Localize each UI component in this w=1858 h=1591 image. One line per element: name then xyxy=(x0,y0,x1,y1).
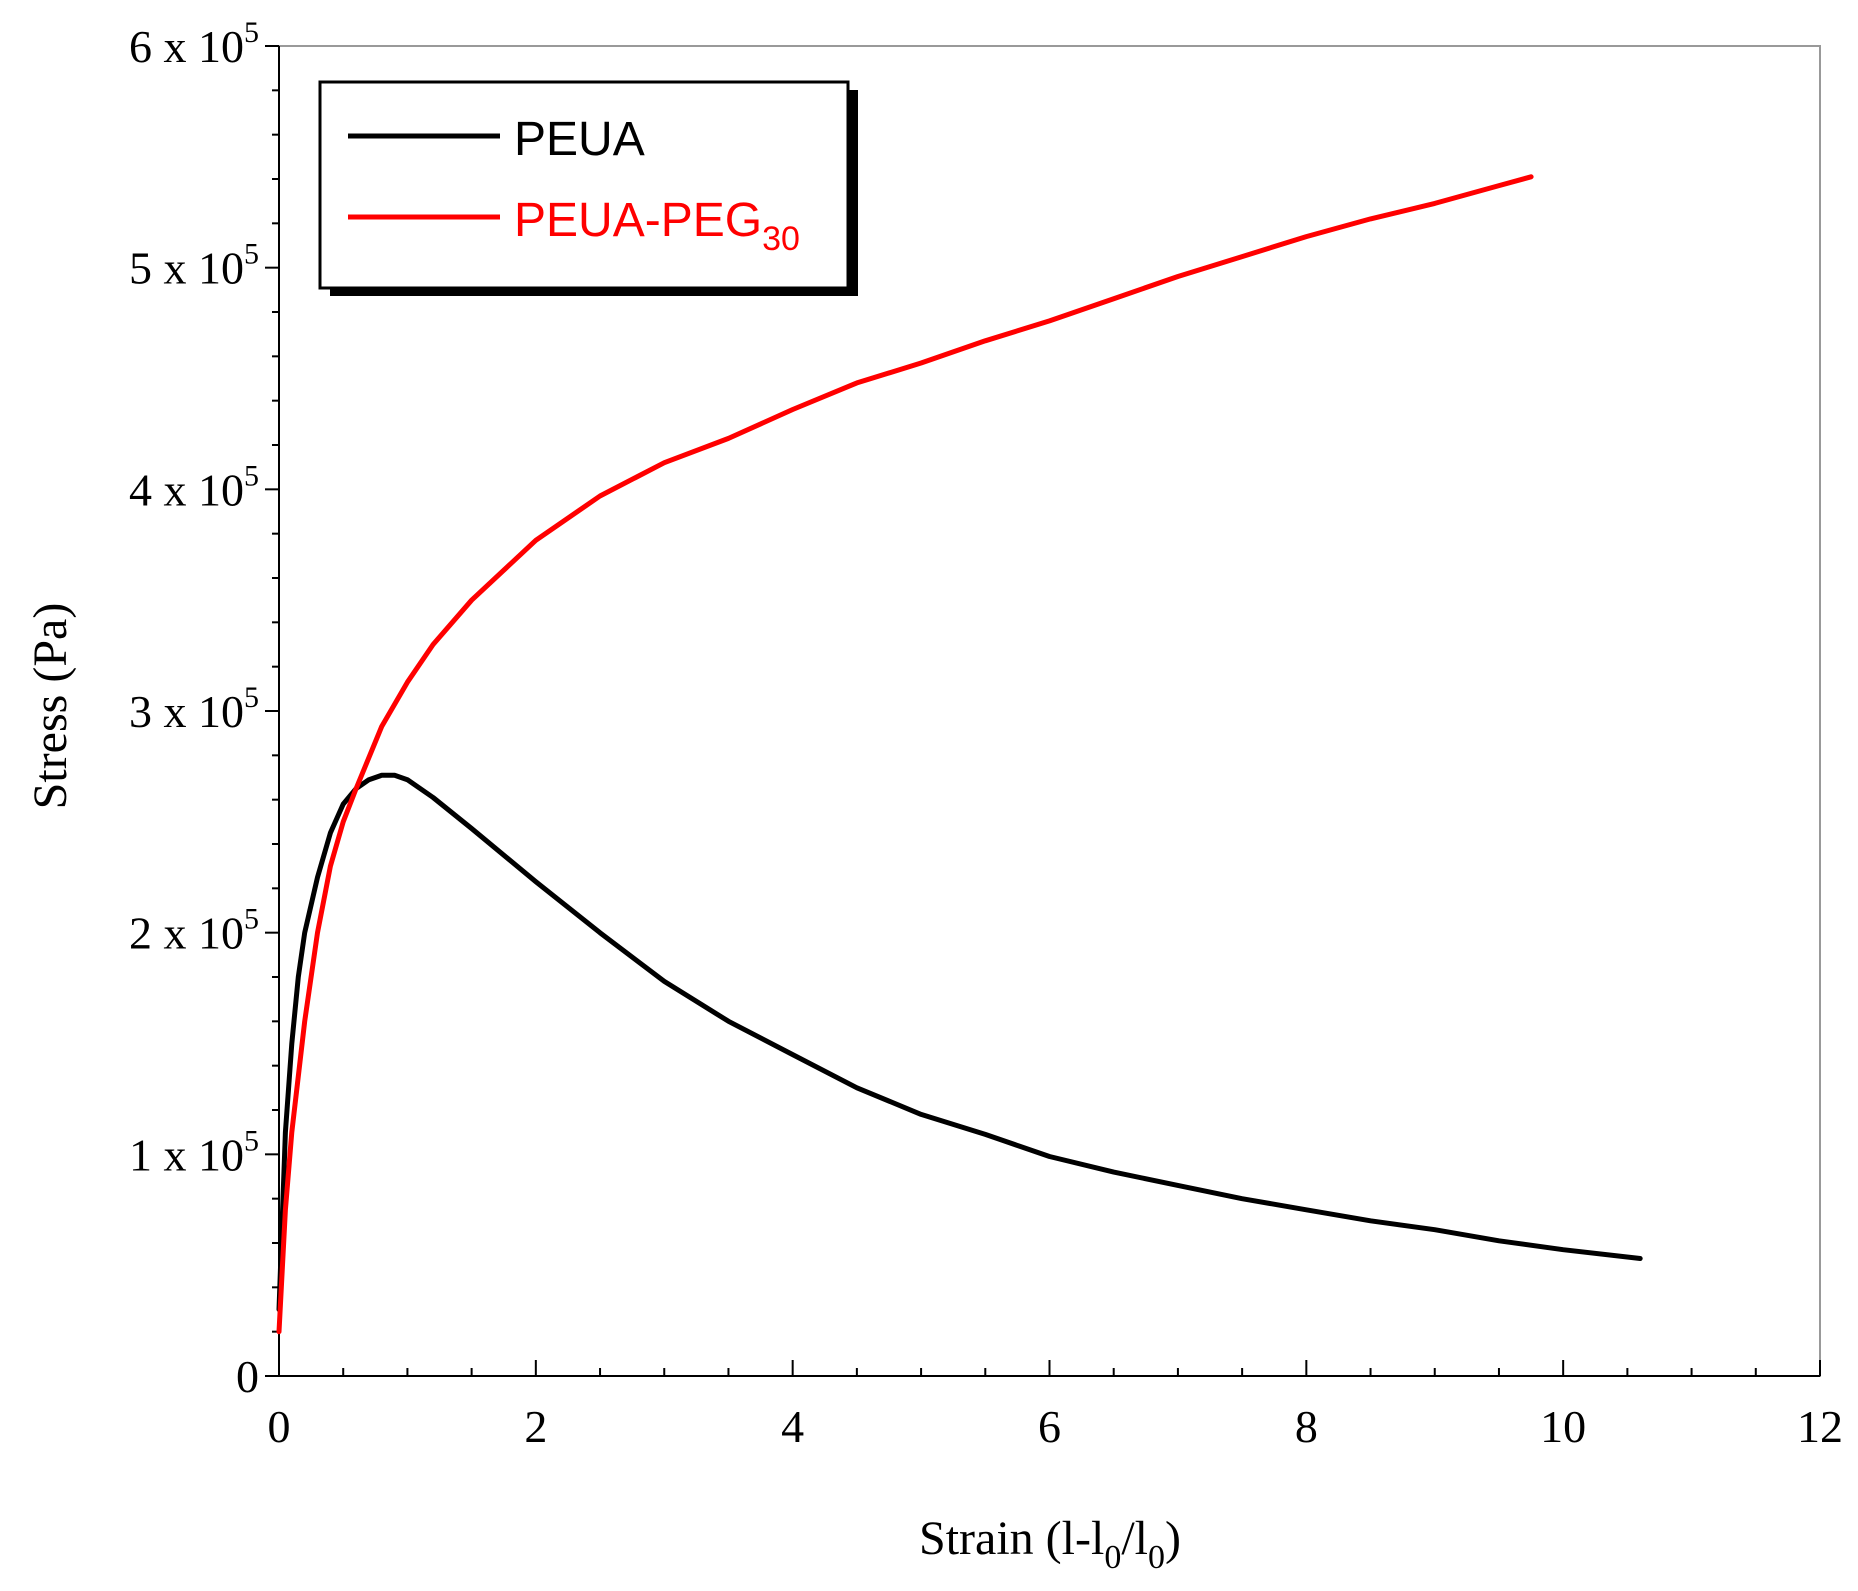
y-tick-label-base: 5 x 10 xyxy=(129,243,244,294)
legend-label-peua-peg30: PEUA-PEG30 xyxy=(514,194,800,258)
legend-box xyxy=(318,80,850,290)
y-tick-label-exp: 5 xyxy=(244,681,259,714)
y-tick-label: 3 x 105 xyxy=(129,681,259,737)
x-tick-label: 10 xyxy=(1540,1401,1586,1452)
legend-label-peua-peg30-main: PEUA-PEG xyxy=(514,194,762,247)
legend-label-peua-main: PEUA xyxy=(514,113,645,166)
x-tick-label: 2 xyxy=(524,1401,547,1452)
y-tick-label-exp: 5 xyxy=(244,238,259,271)
y-tick-label: 5 x 105 xyxy=(129,238,259,294)
y-tick-label-exp: 5 xyxy=(244,459,259,492)
y-tick-label-exp: 5 xyxy=(244,16,259,49)
y-tick-label: 1 x 105 xyxy=(129,1124,259,1180)
x-axis-title-mid: /l xyxy=(1121,1512,1148,1565)
legend-label-peua-peg30-sub: 30 xyxy=(762,220,800,258)
y-tick-label-base: 3 x 10 xyxy=(129,686,244,737)
x-tick-label: 8 xyxy=(1295,1401,1318,1452)
y-tick-label-base: 4 x 10 xyxy=(129,464,244,515)
y-tick-label-exp: 5 xyxy=(244,1124,259,1157)
series-line-peua-peg30 xyxy=(276,174,1534,1335)
y-tick-label: 6 x 105 xyxy=(129,16,259,72)
series-layer xyxy=(276,174,1643,1335)
y-tick-label-base: 0 xyxy=(236,1351,259,1402)
x-axis-title-sub1: 0 xyxy=(1104,1539,1121,1576)
legend-label-peua: PEUA xyxy=(514,113,645,166)
y-tick-label-base: 6 x 10 xyxy=(129,21,244,72)
legend: PEUA PEUA-PEG30 xyxy=(318,80,858,296)
y-tick-label-exp: 5 xyxy=(244,903,259,936)
x-axis-title: Strain (l-l0/l0) xyxy=(919,1512,1181,1576)
x-axis-title-end: ) xyxy=(1165,1512,1181,1565)
y-tick-label-base: 1 x 10 xyxy=(129,1129,244,1180)
y-tick-label: 2 x 105 xyxy=(129,903,259,959)
x-axis-title-main: Strain (l-l xyxy=(919,1512,1104,1565)
x-tick-label: 6 xyxy=(1038,1401,1061,1452)
y-tick-label: 0 xyxy=(236,1351,259,1402)
x-tick-label: 4 xyxy=(781,1401,804,1452)
x-tick-label: 0 xyxy=(268,1401,291,1452)
x-axis-title-sub2: 0 xyxy=(1148,1539,1165,1576)
series-line-peua xyxy=(276,772,1643,1312)
x-tick-label: 12 xyxy=(1797,1401,1843,1452)
axis-ticks xyxy=(265,45,1821,1377)
y-tick-label-base: 2 x 10 xyxy=(129,908,244,959)
y-axis-title: Stress (Pa) xyxy=(24,603,77,810)
y-tick-label: 4 x 105 xyxy=(129,459,259,515)
